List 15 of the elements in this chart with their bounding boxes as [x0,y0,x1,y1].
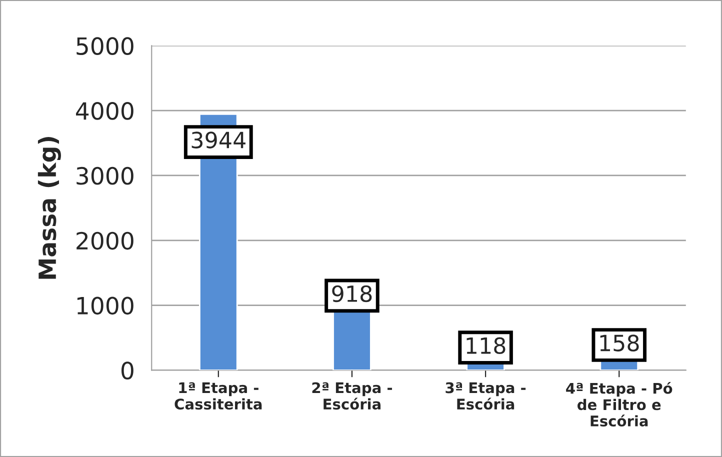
x-tick-label: 1ª Etapa - Cassiterita [174,382,262,410]
y-tick-label: 0 [121,362,134,380]
y-tick-label: 4000 [76,102,134,120]
data-label: 118 [466,337,506,354]
y-tick-label: 1000 [77,296,134,315]
x-tick-label: 2ª Etapa - Escória [312,382,392,410]
y-tick-label: 5000 [76,37,134,56]
data-label: 158 [600,334,639,352]
x-tick-label: 4ª Etapa - Pó de Filtro e Escória [566,382,672,427]
data-label: 3944 [192,132,246,148]
y-axis-title: Massa (kg) [38,137,61,279]
data-label: 918 [332,285,372,302]
y-tick-label: 3000 [76,166,134,185]
x-tick-label: 3ª Etapa - Escória [446,382,526,410]
y-tick-label: 2000 [76,232,134,250]
